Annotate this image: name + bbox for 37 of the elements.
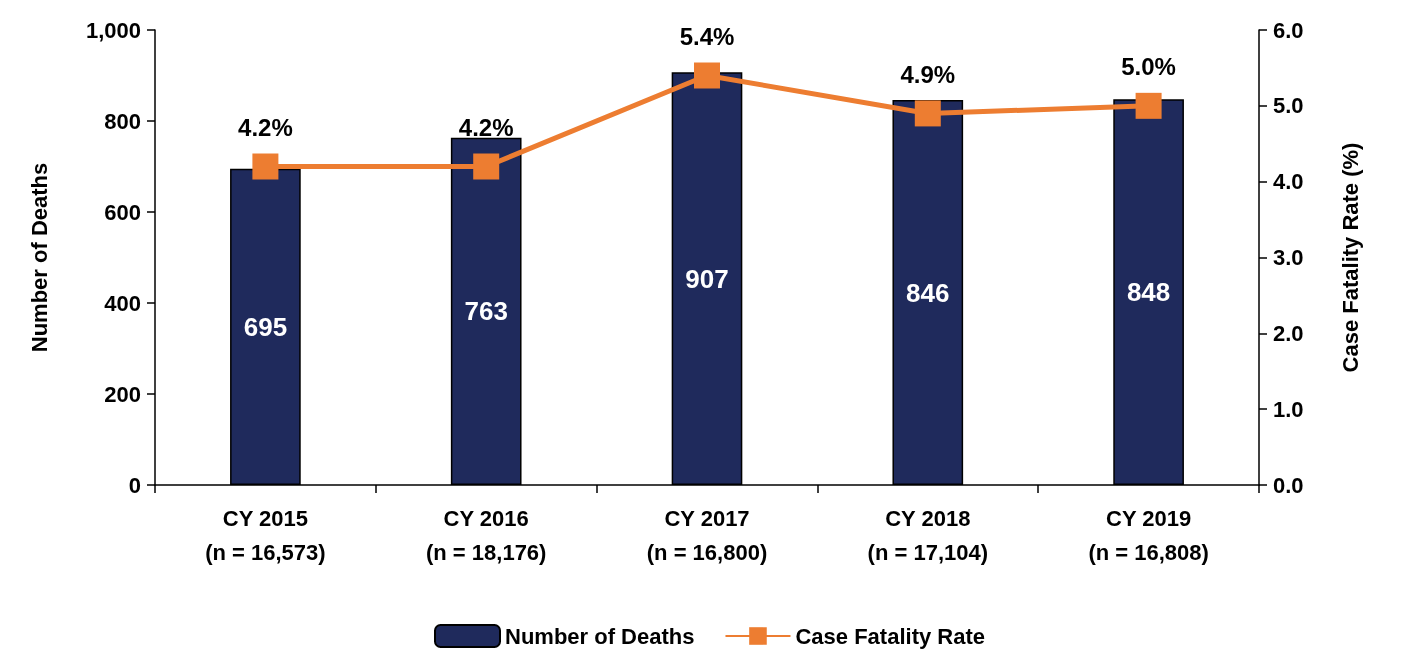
legend-label: Case Fatality Rate [795,623,985,649]
y2-tick-label: 4.0 [1273,169,1304,195]
point [694,62,720,89]
point [914,100,941,127]
data-label: 4.2% [458,114,514,141]
data-label: 4.2% [238,114,293,141]
x-tick-label: CY 2015 (n = 16,573) [205,505,326,565]
x-tick-label: CY 2019 (n = 16,808) [1088,505,1209,565]
point [252,153,279,180]
y2-tick-label: 3.0 [1273,245,1304,270]
point [473,153,500,180]
point [1135,92,1162,119]
y-axis-title: Number of Deaths [26,162,52,353]
data-label: 4.9% [900,60,956,88]
x-tick-label: CY 2016 (n = 18,176) [425,505,547,565]
data-label: 907 [685,263,729,294]
data-label: 695 [243,311,288,342]
y2-axis-title: Case Fatality Rate (%) [1337,142,1363,373]
y-tick-label: 800 [104,108,141,134]
data-label: 5.4% [679,23,735,50]
y2-tick-label: 2.0 [1273,320,1304,346]
y2-tick-label: 6.0 [1273,17,1304,43]
data-label: 763 [464,296,508,327]
data-label: 848 [1126,277,1171,308]
data-label: 846 [906,277,950,308]
y-tick-label: 400 [104,290,141,316]
x-tick-label: CY 2017 (n = 16,800) [646,505,768,565]
y2-tick-label: 1.0 [1273,396,1304,422]
y-tick-label: 1,000 [85,17,141,43]
x-tick-label: CY 2018 (n = 17,104) [867,505,989,565]
y-tick-label: 200 [104,381,141,407]
y-tick-label: 0 [128,472,141,498]
y2-tick-label: 0.0 [1273,472,1304,498]
y2-tick-label: 5.0 [1273,93,1304,119]
y-tick-label: 600 [104,199,141,225]
data-label: 5.0% [1121,53,1176,81]
legend-label: Number of Deaths [505,623,695,649]
